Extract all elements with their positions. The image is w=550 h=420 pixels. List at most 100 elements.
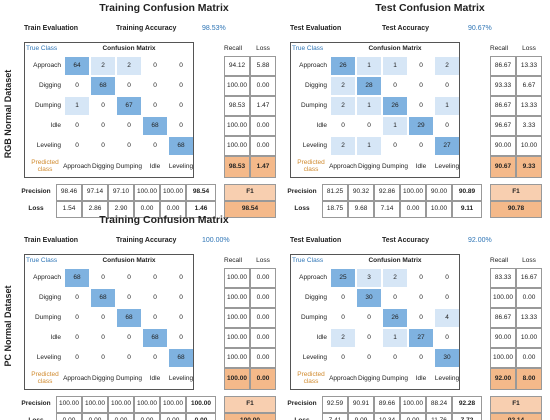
- recall-cell: 100.00: [224, 308, 250, 328]
- precision-cell: 100.00: [160, 184, 186, 201]
- class-label: Digging: [304, 81, 327, 89]
- matrix-cell: 1: [383, 329, 407, 347]
- matrix-cell: 1: [357, 97, 381, 115]
- matrix-cell: 0: [101, 273, 105, 281]
- precision-label: Precision: [287, 400, 317, 408]
- precision-cell: 89.66: [374, 396, 400, 413]
- class-label: Digging: [304, 293, 327, 301]
- recall-cell: 100.00: [490, 348, 516, 368]
- class-label: Digging: [38, 81, 61, 89]
- class-label: Approach: [33, 273, 61, 281]
- panel-title: Test Confusion Matrix: [375, 2, 485, 15]
- predicted-class: Approach: [63, 374, 91, 382]
- loss-header: Loss: [256, 44, 270, 52]
- matrix-cell: 2: [117, 57, 141, 75]
- precision-cell: 81.25: [322, 184, 348, 201]
- matrix-cell: 0: [127, 273, 131, 281]
- matrix-cell: 67: [117, 97, 141, 115]
- recall-loss-cell: 3.33: [516, 116, 542, 136]
- recall-loss-cell: 13.33: [516, 96, 542, 116]
- recall-loss-cell: 16.67: [516, 268, 542, 288]
- matrix-cell: 27: [409, 329, 433, 347]
- matrix-cell: 2: [91, 57, 115, 75]
- matrix-cell: 2: [331, 329, 355, 347]
- loss-header: Loss: [256, 256, 270, 264]
- matrix-cell: 0: [179, 121, 183, 129]
- precision-loss-cell: 10.34: [374, 413, 400, 420]
- matrix-cell: 0: [419, 293, 423, 301]
- precision-loss-label: Loss: [28, 205, 44, 213]
- matrix-cell: 1: [65, 97, 89, 115]
- matrix-cell: 26: [383, 309, 407, 327]
- precision-loss-cell: 2.90: [108, 201, 134, 218]
- predicted-class-label: Predicted class: [297, 159, 325, 173]
- total-loss: 0.00: [250, 368, 276, 390]
- precision-loss-cell: 0.00: [134, 413, 160, 420]
- class-label: Leveling: [36, 141, 61, 149]
- matrix-cell: 2: [435, 57, 459, 75]
- matrix-header: Confusion Matrix: [368, 256, 422, 264]
- overall-loss: 9.11: [452, 201, 482, 218]
- precision-label: Precision: [21, 400, 51, 408]
- accuracy-label: Training Accuracy: [116, 237, 177, 245]
- precision-cell: 90.00: [426, 184, 452, 201]
- f1-label: F1: [224, 396, 276, 413]
- matrix-header: Confusion Matrix: [102, 44, 156, 52]
- matrix-cell: 0: [393, 293, 397, 301]
- matrix-cell: 2: [331, 97, 355, 115]
- matrix-cell: 4: [435, 309, 459, 327]
- recall-cell: 98.53: [224, 96, 250, 116]
- accuracy: 100.00%: [202, 237, 230, 245]
- predicted-class: Dumping: [382, 374, 409, 382]
- recall-loss-cell: 10.00: [516, 136, 542, 156]
- matrix-cell: 0: [153, 101, 157, 109]
- predicted-class-label: Predicted class: [31, 159, 59, 173]
- precision-cell: 100.00: [82, 396, 108, 413]
- matrix-cell: 0: [179, 61, 183, 69]
- class-label: Idle: [50, 333, 61, 341]
- precision-cell: 100.00: [400, 396, 426, 413]
- precision-loss-cell: 0.00: [400, 413, 426, 420]
- matrix-cell: 29: [409, 117, 433, 135]
- recall-cell: 93.33: [490, 76, 516, 96]
- recall-cell: 90.00: [490, 136, 516, 156]
- matrix-cell: 0: [75, 81, 79, 89]
- matrix-cell: 0: [367, 353, 371, 361]
- f1-value: 92.14: [490, 413, 542, 420]
- matrix-cell: 0: [75, 333, 79, 341]
- matrix-cell: 0: [75, 141, 79, 149]
- eval-label: Test Evaluation: [290, 25, 342, 33]
- recall-loss-cell: 0.00: [250, 76, 276, 96]
- true-class-label: True Class: [292, 44, 324, 52]
- true-class-label: True Class: [26, 44, 58, 52]
- matrix-cell: 0: [153, 141, 157, 149]
- true-class-label: True Class: [26, 256, 58, 264]
- recall-loss-cell: 1.47: [250, 96, 276, 116]
- recall-cell: 94.12: [224, 56, 250, 76]
- class-label: Leveling: [302, 141, 327, 149]
- matrix-cell: 0: [445, 333, 449, 341]
- matrix-cell: 68: [117, 309, 141, 327]
- matrix-cell: 0: [101, 121, 105, 129]
- matrix-frame: [290, 254, 460, 390]
- precision-loss-cell: 18.75: [322, 201, 348, 218]
- matrix-cell: 0: [179, 313, 183, 321]
- matrix-cell: 0: [367, 121, 371, 129]
- f1-label: F1: [224, 184, 276, 201]
- total-recall: 90.67: [490, 156, 516, 178]
- matrix-cell: 68: [65, 269, 89, 287]
- recall-loss-cell: 13.33: [516, 56, 542, 76]
- accuracy-label: Training Accuracy: [116, 25, 177, 33]
- matrix-cell: 0: [393, 353, 397, 361]
- matrix-cell: 30: [357, 289, 381, 307]
- precision-label: Precision: [287, 188, 317, 196]
- total-recall: 98.53: [224, 156, 250, 178]
- recall-loss-cell: 5.88: [250, 56, 276, 76]
- recall-loss-cell: 10.00: [516, 328, 542, 348]
- accuracy: 92.00%: [468, 237, 492, 245]
- matrix-cell: 0: [419, 101, 423, 109]
- class-label: Idle: [50, 121, 61, 129]
- predicted-class: Dumping: [116, 374, 143, 382]
- recall-loss-cell: 0.00: [516, 288, 542, 308]
- recall-loss-cell: 0.00: [250, 348, 276, 368]
